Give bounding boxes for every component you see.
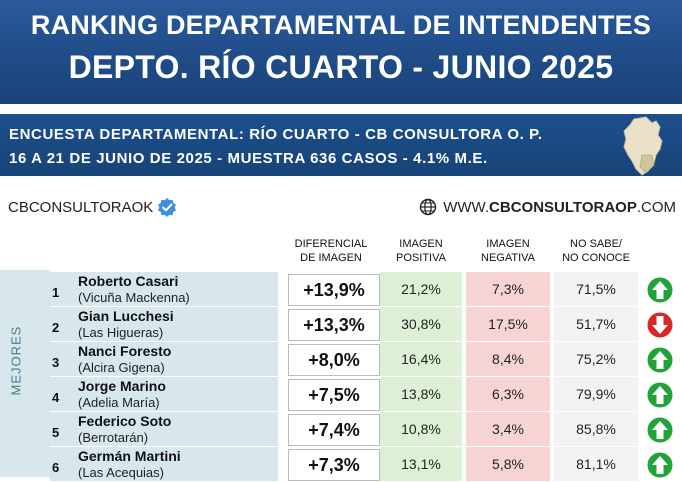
mayor-name: Gian Lucchesi: [78, 308, 174, 324]
mayor-name: Federico Soto: [78, 413, 172, 429]
up-arrow-icon: [646, 381, 674, 409]
brand-handle[interactable]: CBCONSULTORAOK: [8, 197, 177, 217]
survey-line-2: 16 A 21 DE JUNIO DE 2025 - MUESTRA 636 C…: [9, 150, 488, 167]
table-row: 3 Nanci Foresto (Alcira Gigena) +8,0% 16,4% 8…: [50, 342, 682, 377]
header-banner: RANKING DEPARTAMENTAL DE INTENDENTES DEP…: [0, 0, 682, 104]
divider: [0, 104, 682, 114]
negative-image: 8,4%: [466, 342, 550, 377]
rank-number: 1: [52, 285, 60, 300]
unknown-image: 85,8%: [554, 412, 638, 447]
unknown-image: 51,7%: [554, 307, 638, 342]
negative-image: 5,8%: [466, 447, 550, 482]
column-header-dif-line1: DIFERENCIAL: [294, 238, 368, 250]
name-cell: 6 Germán Martini (Las Acequias): [50, 447, 278, 482]
mayor-name: Germán Martini: [78, 448, 181, 464]
mayor-name: Roberto Casari: [78, 273, 179, 289]
positive-image: 30,8%: [380, 307, 462, 342]
province-map-icon: [623, 116, 663, 176]
image-differential: +7,3%: [288, 449, 380, 481]
name-cell: 3 Nanci Foresto (Alcira Gigena): [50, 342, 278, 377]
table-row: 5 Federico Soto (Berrotarán) +7,4% 10,8% 3,4%…: [50, 412, 682, 447]
negative-image: 17,5%: [466, 307, 550, 342]
mayor-town: (Las Higueras): [78, 325, 164, 340]
unknown-image: 71,5%: [554, 272, 638, 307]
rank-number: 5: [52, 425, 60, 440]
verified-badge-icon: [158, 198, 177, 217]
page-subtitle: DEPTO. RÍO CUARTO - JUNIO 2025: [68, 49, 614, 85]
mayor-town: (Adelia María): [78, 395, 160, 410]
website-prefix: WWW.: [443, 198, 490, 216]
rank-number: 4: [52, 390, 60, 405]
survey-line-1: ENCUESTA DEPARTAMENTAL: RÍO CUARTO - CB …: [9, 126, 543, 143]
section-label-mejores: MEJORES: [8, 325, 24, 396]
name-cell: 2 Gian Lucchesi (Las Higueras): [50, 307, 278, 342]
column-header-no-sabe: NO SABE/ NO CONOCE: [554, 237, 638, 265]
up-arrow-icon: [646, 346, 674, 374]
image-differential: +13,9%: [288, 274, 380, 306]
rank-number: 6: [52, 460, 60, 475]
table-row: 1 Roberto Casari (Vicuña Mackenna) +13,9% 21…: [50, 272, 682, 307]
mayor-town: (Alcira Gigena): [78, 360, 165, 375]
up-arrow-icon: [646, 451, 674, 479]
mayor-name: Nanci Foresto: [78, 343, 172, 359]
positive-image: 10,8%: [380, 412, 462, 447]
website-link[interactable]: WWW.CBCONSULTORAOP.COM: [419, 198, 676, 216]
image-differential: +7,4%: [288, 414, 380, 446]
column-header-positiva: IMAGEN POSITIVA: [380, 237, 462, 265]
table-row: 6 Germán Martini (Las Acequias) +7,3% 13,1% 5…: [50, 447, 682, 482]
column-header-pos-line2: POSITIVA: [396, 252, 446, 264]
unknown-image: 81,1%: [554, 447, 638, 482]
survey-info-bar: ENCUESTA DEPARTAMENTAL: RÍO CUARTO - CB …: [0, 114, 682, 176]
image-differential: +13,3%: [288, 309, 380, 341]
unknown-image: 75,2%: [554, 342, 638, 377]
name-cell: 1 Roberto Casari (Vicuña Mackenna): [50, 272, 278, 307]
positive-image: 16,4%: [380, 342, 462, 377]
website-suffix: .COM: [636, 198, 676, 216]
positive-image: 13,1%: [380, 447, 462, 482]
unknown-image: 79,9%: [554, 377, 638, 412]
name-cell: 5 Federico Soto (Berrotarán): [50, 412, 278, 447]
globe-icon: [420, 198, 437, 216]
section-sidebar: [0, 270, 50, 477]
column-header-ns-line2: NO CONOCE: [562, 252, 630, 264]
column-header-pos-line1: IMAGEN: [399, 238, 443, 250]
column-header-neg-line2: NEGATIVA: [481, 252, 535, 264]
column-header-negativa: IMAGEN NEGATIVA: [466, 237, 550, 265]
table-row: 2 Gian Lucchesi (Las Higueras) +13,3% 30,8% 1…: [50, 307, 682, 342]
column-header-ns-line1: NO SABE/: [570, 238, 622, 250]
mayor-town: (Las Acequias): [78, 465, 164, 480]
image-differential: +8,0%: [288, 344, 380, 376]
column-header-diferencial: DIFERENCIAL DE IMAGEN: [286, 237, 376, 265]
up-arrow-icon: [646, 276, 674, 304]
mayor-town: (Vicuña Mackenna): [78, 290, 190, 305]
mayor-town: (Berrotarán): [78, 430, 149, 445]
column-header-dif-line2: DE IMAGEN: [300, 252, 362, 264]
negative-image: 3,4%: [466, 412, 550, 447]
negative-image: 6,3%: [466, 377, 550, 412]
image-differential: +7,5%: [288, 379, 380, 411]
column-header-neg-line1: IMAGEN: [486, 238, 530, 250]
page-title: RANKING DEPARTAMENTAL DE INTENDENTES: [30, 10, 652, 40]
down-arrow-icon: [646, 311, 674, 339]
positive-image: 13,8%: [380, 377, 462, 412]
website-main: CBCONSULTORAOP: [489, 198, 637, 216]
table-row: 4 Jorge Marino (Adelia María) +7,5% 13,8% 6,3…: [50, 377, 682, 412]
positive-image: 21,2%: [380, 272, 462, 307]
rank-number: 2: [52, 320, 60, 335]
up-arrow-icon: [646, 416, 674, 444]
mayor-name: Jorge Marino: [78, 378, 166, 394]
rank-number: 3: [52, 355, 60, 370]
name-cell: 4 Jorge Marino (Adelia María): [50, 377, 278, 412]
brand-handle-text: CBCONSULTORAOK: [8, 198, 154, 216]
negative-image: 7,3%: [466, 272, 550, 307]
